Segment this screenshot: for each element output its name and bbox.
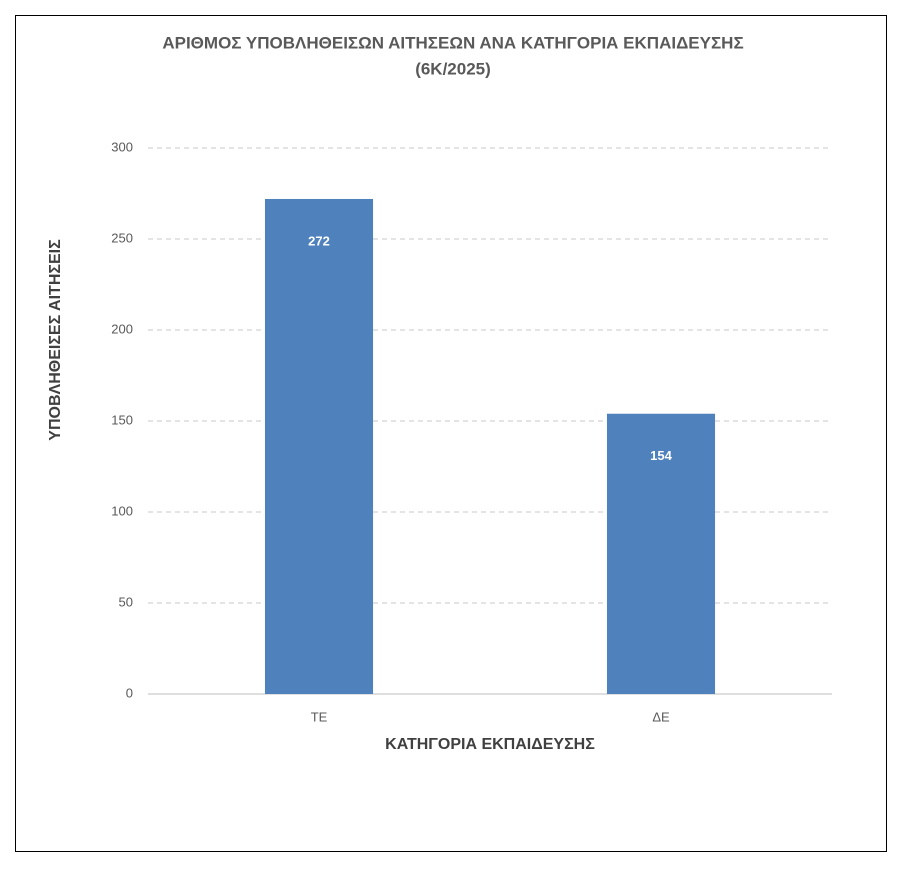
y-tick-label: 250 xyxy=(111,230,133,245)
y-tick-label: 0 xyxy=(126,685,133,700)
y-tick-label: 300 xyxy=(111,139,133,154)
y-tick-label: 200 xyxy=(111,321,133,336)
y-tick-label: 150 xyxy=(111,412,133,427)
x-tick-label: ΤΕ xyxy=(311,709,328,724)
bar xyxy=(606,413,716,694)
chart-border xyxy=(15,15,887,852)
x-axis-title: ΚΑΤΗΓΟΡΙΑ ΕΚΠΑΙΔΕΥΣΗΣ xyxy=(385,736,595,753)
data-label: 154 xyxy=(650,448,672,463)
y-tick-label: 50 xyxy=(119,594,133,609)
y-axis-title: ΥΠΟΒΛΗΘΕΙΣΕΣ ΑΙΤΗΣΕΙΣ xyxy=(47,239,64,441)
chart-title: ΑΡΙΘΜΟΣ ΥΠΟΒΛΗΘΕΙΣΩΝ ΑΙΤΗΣΕΩΝ ΑΝΑ ΚΑΤΗΓΟ… xyxy=(162,33,743,52)
y-tick-label: 100 xyxy=(111,503,133,518)
bar xyxy=(264,198,374,694)
x-tick-label: ΔΕ xyxy=(652,709,670,724)
chart-subtitle: (6Κ/2025) xyxy=(415,59,491,78)
data-label: 272 xyxy=(308,233,330,248)
